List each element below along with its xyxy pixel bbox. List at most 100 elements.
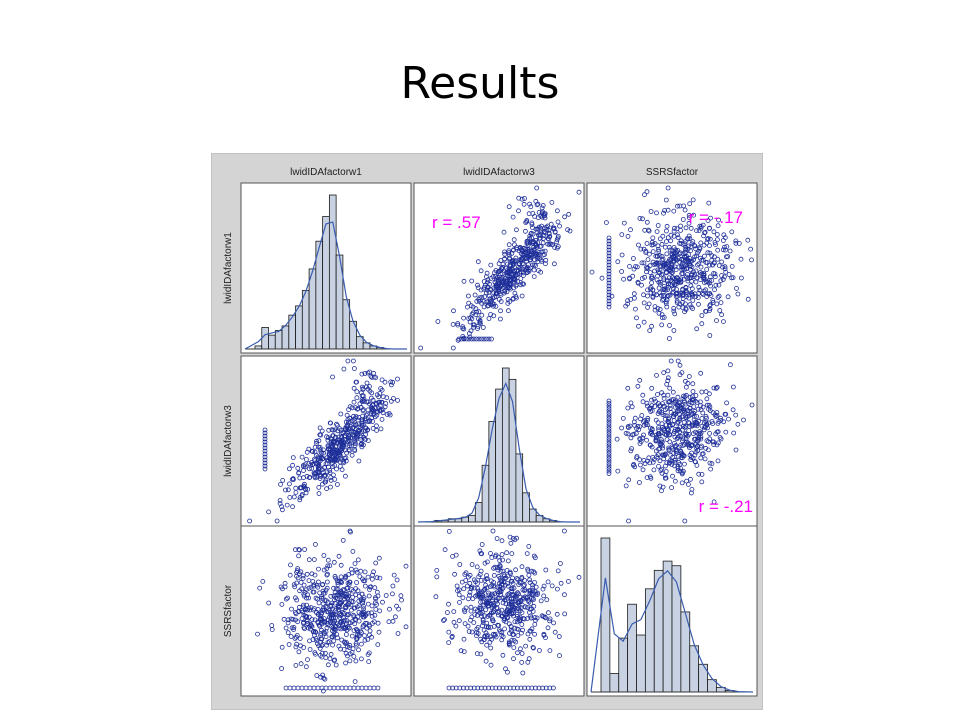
scatter-point	[341, 587, 347, 593]
scatter-point	[504, 289, 510, 295]
scatter-point	[312, 606, 317, 612]
scatter-point	[506, 250, 512, 256]
scatter-point	[658, 279, 664, 285]
scatter-point	[331, 559, 337, 565]
scatter-point	[688, 248, 693, 254]
scatter-point	[347, 579, 353, 585]
scatter-point	[490, 528, 496, 534]
row-label-SSRSfactor: SSRSfactor	[223, 584, 234, 637]
scatter-point	[368, 411, 374, 417]
scatter-point	[474, 651, 480, 657]
scatter-point	[619, 252, 625, 258]
scatter-point	[358, 656, 364, 662]
scatter-point	[489, 685, 495, 691]
scatter-point	[349, 432, 355, 438]
scatter-point	[338, 626, 344, 632]
scatter-point	[644, 241, 650, 246]
scatter-point	[656, 248, 662, 254]
scatter-point	[292, 584, 298, 590]
histogram-bar	[322, 216, 330, 350]
scatter-point	[498, 258, 504, 263]
scatter-point	[697, 255, 703, 261]
scatter-point	[507, 277, 513, 282]
scatter-point	[533, 584, 539, 590]
scatter-point	[701, 427, 707, 433]
scatter-point	[319, 450, 325, 456]
scatter-point	[606, 438, 612, 444]
scatter-point	[474, 336, 479, 342]
scatter-point	[649, 323, 655, 329]
scatter-point	[461, 336, 467, 342]
scatter-point	[536, 268, 541, 273]
scatter-point	[266, 600, 272, 606]
scatter-point	[677, 400, 683, 406]
scatter-point	[482, 294, 488, 300]
scatter-point	[290, 462, 295, 468]
scatter-point	[296, 547, 302, 552]
scatter-point	[678, 290, 684, 296]
scatter-point	[497, 316, 503, 322]
scatter-point	[343, 419, 349, 425]
scatter-point	[741, 417, 746, 423]
scatter-point	[509, 551, 515, 557]
scatter-point	[346, 437, 352, 443]
scatter-point	[671, 308, 677, 314]
scatter-point	[631, 295, 637, 301]
scatter-point	[366, 659, 372, 665]
scatter-point	[282, 580, 288, 586]
scatter-point	[302, 462, 308, 468]
scatter-point	[606, 411, 612, 416]
scatter-point	[329, 634, 335, 640]
scatter-point	[321, 607, 327, 613]
scatter-point	[367, 401, 373, 407]
scatter-point	[514, 606, 520, 612]
scatter-point	[290, 476, 296, 482]
scatter-point	[332, 657, 338, 663]
scatter-point	[606, 443, 612, 449]
scatter-point	[627, 423, 633, 429]
scatter-point	[699, 423, 705, 429]
scatter-point	[308, 623, 314, 628]
scatter-point	[703, 445, 709, 451]
scatter-point	[678, 228, 684, 233]
scatter-point	[442, 617, 447, 623]
scatter-point	[681, 407, 687, 413]
scatter-point	[292, 635, 298, 641]
scatter-point	[479, 336, 484, 342]
scatter-point	[630, 256, 636, 261]
scatter-point	[317, 465, 322, 471]
scatter-point	[317, 645, 323, 651]
scatter-point	[503, 575, 509, 581]
scatter-point	[324, 642, 329, 648]
scatter-point	[366, 593, 372, 599]
scatter-point	[471, 336, 477, 342]
scatter-point	[662, 244, 668, 250]
scatter-point	[365, 419, 371, 425]
scatter-point	[519, 576, 525, 582]
scatter-point	[652, 268, 658, 274]
scatter-point	[676, 399, 682, 405]
scatter-point	[332, 618, 337, 624]
scatter-point	[352, 621, 358, 627]
scatter-point	[379, 377, 385, 383]
scatter-point	[668, 238, 674, 244]
scatter-point	[306, 614, 312, 620]
scatter-point	[716, 282, 722, 288]
scatter-point	[500, 261, 506, 267]
scatter-point	[373, 596, 379, 602]
scatter-point	[511, 247, 517, 253]
scatter-point	[670, 473, 675, 479]
scatter-point	[475, 585, 481, 591]
scatter-point	[474, 298, 480, 304]
scatter-point	[530, 225, 535, 230]
scatter-point	[479, 312, 485, 318]
scatter-point	[498, 308, 503, 314]
scatter-point	[278, 481, 283, 487]
scatter-point	[367, 628, 373, 634]
scatter-point	[474, 309, 480, 315]
scatter-point	[723, 269, 729, 275]
histogram-bar	[627, 603, 637, 693]
scatter-point	[683, 415, 689, 421]
scatter-point	[298, 579, 304, 585]
scatter-point	[339, 637, 345, 643]
